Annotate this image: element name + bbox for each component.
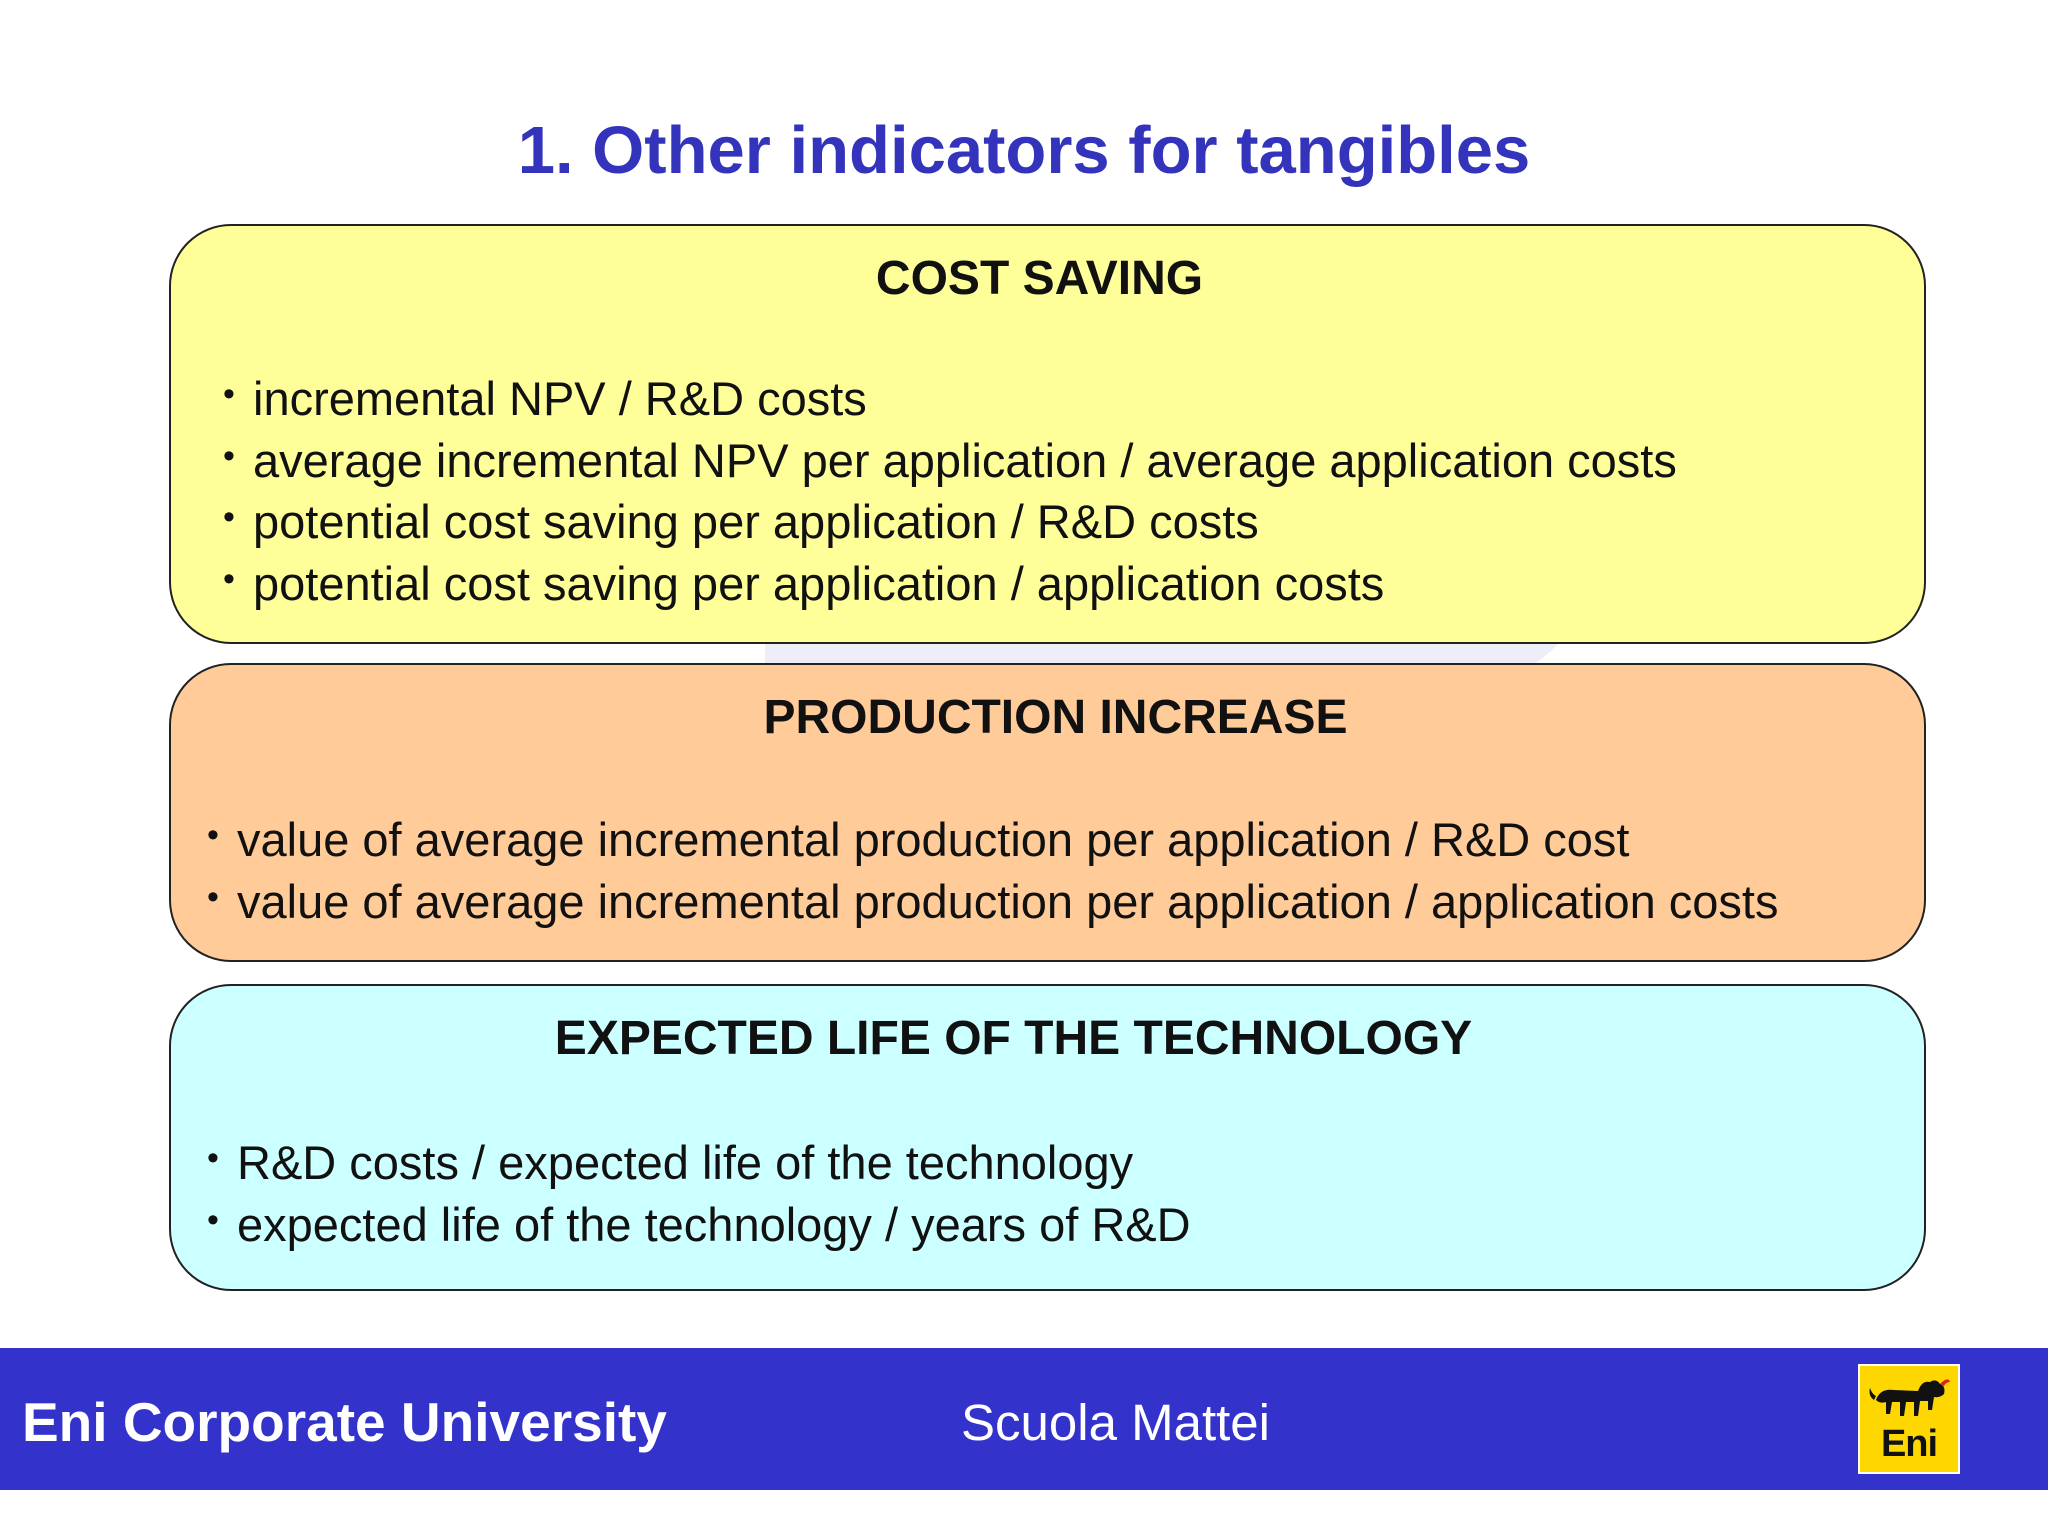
list-item: R&D costs / expected life of the technol… [207, 1128, 1191, 1194]
list-item: value of average incremental production … [207, 867, 1778, 933]
production-increase-heading: PRODUCTION INCREASE [763, 691, 1348, 744]
footer-school: Scuola Mattei [961, 1394, 1270, 1451]
footer-organization: Eni Corporate University [22, 1391, 667, 1453]
logo-text: Eni [1880, 1423, 1938, 1465]
eni-logo: Eni [1858, 1364, 1960, 1474]
list-item: potential cost saving per application / … [223, 487, 1677, 553]
footer-bar: Eni Corporate University Scuola Mattei E… [0, 1348, 2048, 1490]
list-item: incremental NPV / R&D costs [223, 364, 1677, 430]
list-item: potential cost saving per application / … [223, 549, 1677, 615]
six-legged-dog-icon [1869, 1379, 1950, 1416]
cost-saving-box: COST SAVING incremental NPV / R&D costs … [169, 224, 1926, 644]
list-item: expected life of the technology / years … [207, 1190, 1191, 1256]
slide-title: 1. Other indicators for tangibles [517, 113, 1531, 188]
production-increase-box: PRODUCTION INCREASE value of average inc… [169, 663, 1926, 962]
production-increase-list: value of average incremental production … [207, 805, 1778, 933]
cost-saving-list: incremental NPV / R&D costs average incr… [223, 364, 1677, 615]
list-item: average incremental NPV per application … [223, 426, 1677, 492]
expected-life-box: EXPECTED LIFE OF THE TECHNOLOGY R&D cost… [169, 984, 1926, 1291]
expected-life-list: R&D costs / expected life of the technol… [207, 1128, 1191, 1256]
list-item: value of average incremental production … [207, 805, 1778, 871]
expected-life-heading: EXPECTED LIFE OF THE TECHNOLOGY [554, 1012, 1473, 1065]
cost-saving-heading: COST SAVING [875, 252, 1204, 305]
